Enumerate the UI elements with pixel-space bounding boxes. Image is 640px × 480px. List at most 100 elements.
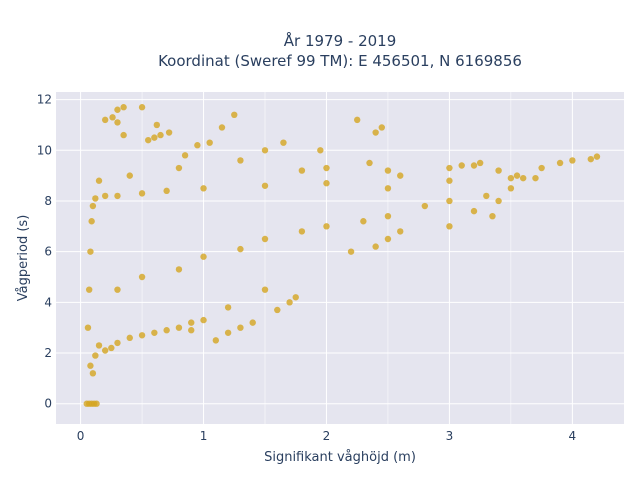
data-point bbox=[446, 177, 453, 184]
gridlines bbox=[56, 92, 624, 424]
data-point bbox=[101, 347, 109, 354]
y-tick-label: 12 bbox=[37, 93, 52, 107]
data-point bbox=[397, 228, 404, 235]
data-point bbox=[165, 129, 173, 136]
data-point bbox=[87, 248, 94, 255]
data-point bbox=[261, 182, 269, 189]
y-tick-label: 10 bbox=[37, 143, 52, 157]
y-tick-label: 2 bbox=[44, 346, 52, 360]
data-point bbox=[470, 162, 478, 169]
x-tick-label: 3 bbox=[446, 429, 454, 443]
data-point bbox=[101, 116, 109, 124]
data-point bbox=[372, 129, 379, 136]
y-axis-title: Vågperiod (s) bbox=[16, 215, 31, 302]
scatter-points bbox=[83, 104, 601, 407]
plot-area-background bbox=[56, 92, 624, 424]
data-point bbox=[323, 223, 330, 230]
data-point bbox=[384, 167, 392, 174]
data-point bbox=[200, 253, 207, 260]
data-point bbox=[92, 195, 99, 202]
x-axis-title: Signifikant våghöjd (m) bbox=[264, 450, 416, 465]
data-point bbox=[446, 223, 453, 230]
data-point bbox=[489, 212, 496, 220]
data-point bbox=[298, 228, 306, 235]
data-point bbox=[384, 185, 392, 192]
x-tick-label: 2 bbox=[323, 429, 331, 443]
y-tick-label: 4 bbox=[44, 295, 52, 309]
data-point bbox=[507, 185, 515, 192]
data-point bbox=[114, 106, 121, 113]
data-point bbox=[347, 248, 355, 255]
data-point bbox=[532, 174, 539, 182]
data-point bbox=[153, 121, 161, 129]
data-point bbox=[89, 370, 97, 377]
data-point bbox=[495, 167, 502, 174]
data-point bbox=[95, 342, 103, 349]
data-point bbox=[237, 324, 244, 331]
x-axis-ticks: 0 1 2 3 4 bbox=[77, 429, 576, 443]
data-point bbox=[88, 218, 95, 225]
y-tick-label: 0 bbox=[44, 397, 52, 411]
data-point bbox=[519, 174, 527, 182]
data-point bbox=[476, 159, 484, 167]
data-point bbox=[274, 306, 281, 314]
data-point bbox=[84, 324, 92, 331]
y-tick-label: 8 bbox=[44, 194, 52, 208]
data-point bbox=[138, 104, 146, 111]
data-point bbox=[397, 172, 404, 179]
data-point bbox=[120, 104, 127, 111]
data-point bbox=[114, 119, 121, 126]
data-point bbox=[317, 147, 324, 154]
data-point bbox=[507, 174, 515, 182]
data-point bbox=[138, 332, 146, 339]
data-point bbox=[212, 337, 220, 344]
data-point bbox=[556, 159, 564, 167]
data-point bbox=[93, 400, 100, 407]
data-point bbox=[569, 157, 576, 164]
data-point bbox=[163, 327, 170, 334]
data-point bbox=[138, 273, 146, 281]
data-point bbox=[145, 136, 152, 144]
data-point bbox=[126, 334, 133, 342]
data-point bbox=[261, 286, 269, 293]
data-point bbox=[483, 192, 490, 200]
data-point bbox=[151, 134, 158, 141]
data-point bbox=[378, 124, 386, 131]
data-point bbox=[384, 212, 392, 220]
data-point bbox=[87, 362, 94, 369]
x-tick-label: 4 bbox=[569, 429, 577, 443]
data-point bbox=[109, 114, 116, 121]
data-point bbox=[120, 131, 127, 139]
data-point bbox=[224, 329, 232, 336]
data-point bbox=[231, 111, 238, 119]
data-point bbox=[446, 197, 453, 205]
chart-subtitle: Koordinat (Sweref 99 TM): E 456501, N 61… bbox=[158, 52, 522, 70]
data-point bbox=[261, 235, 269, 243]
data-point bbox=[85, 286, 93, 293]
data-point bbox=[224, 304, 232, 311]
data-point bbox=[538, 164, 545, 172]
data-point bbox=[286, 299, 293, 306]
data-point bbox=[188, 327, 195, 334]
data-point bbox=[237, 157, 244, 164]
data-point bbox=[114, 286, 121, 293]
chart-title: År 1979 - 2019 bbox=[284, 31, 397, 50]
data-point bbox=[323, 164, 330, 172]
data-point bbox=[495, 197, 502, 205]
x-tick-label: 1 bbox=[200, 429, 208, 443]
data-point bbox=[446, 164, 453, 172]
data-point bbox=[323, 180, 330, 187]
data-point bbox=[384, 235, 392, 243]
y-axis-ticks: 0 2 4 6 8 10 12 bbox=[37, 93, 52, 411]
data-point bbox=[92, 352, 99, 359]
x-tick-label: 0 bbox=[77, 429, 85, 443]
data-point bbox=[175, 164, 183, 172]
data-point bbox=[163, 187, 170, 195]
data-point bbox=[181, 152, 189, 159]
data-point bbox=[151, 329, 158, 336]
data-point bbox=[175, 324, 183, 331]
data-point bbox=[114, 192, 121, 200]
data-point bbox=[237, 245, 244, 253]
data-point bbox=[249, 319, 256, 326]
